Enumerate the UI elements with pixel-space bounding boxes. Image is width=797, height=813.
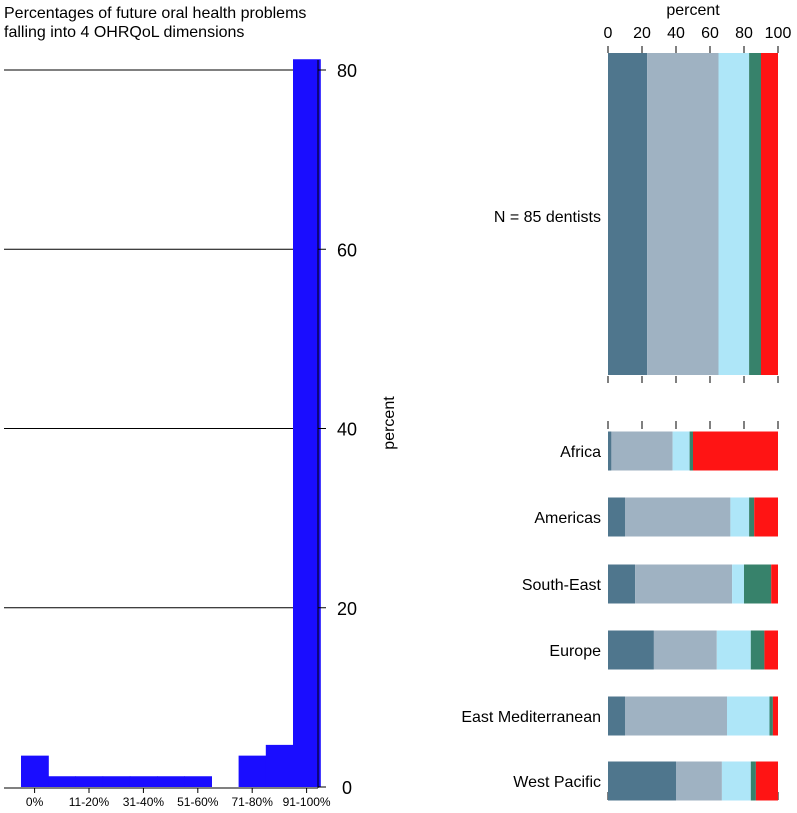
region-americas-segment-4	[749, 497, 755, 537]
stacked-x-axis-label: percent	[666, 2, 720, 19]
region-europe-segment-4	[750, 630, 765, 670]
stacked-x-tick-label-40: 40	[667, 25, 685, 42]
stacked-x-tick-label-20: 20	[633, 25, 651, 42]
overall-segment-1	[608, 53, 648, 375]
region-africa-segment-4	[689, 431, 693, 471]
region-east-mediterranean-segment-5	[772, 696, 778, 736]
histogram-gridlines	[4, 69, 318, 609]
region-east-mediterranean-segment-4	[769, 696, 773, 736]
region-label-europe: Europe	[549, 643, 601, 660]
histogram-y-tick-label-0: 0	[342, 778, 352, 798]
region-bars-panel: Africa Americas South-East Europe East Medit…	[461, 421, 779, 801]
region-west-pacific-segment-4	[750, 761, 756, 801]
region-west-pacific-segment-2	[676, 761, 722, 801]
region-africa-segment-2	[611, 431, 673, 471]
region-south-east-segment-5	[771, 564, 778, 604]
stacked-bar-panel: percent 0 20 40 60 80 100 N = 85 dentists Afr…	[461, 2, 791, 801]
histogram-bar-41-50%	[157, 776, 185, 787]
region-west-pacific-segment-5	[755, 761, 778, 801]
histogram-y-axis-label: percent	[381, 396, 398, 450]
region-south-east-segment-4	[744, 564, 772, 604]
stacked-x-tick-label-60: 60	[701, 25, 719, 42]
histogram-bar-91-100%	[293, 59, 321, 788]
histogram-y-tick-label-40: 40	[337, 420, 357, 440]
histogram-x-tick-label-0%: 0%	[26, 795, 44, 809]
histogram-bar-71-80%	[238, 755, 267, 787]
histogram-bar-11-20%	[75, 776, 104, 787]
histogram-panel: Percentages of future oral health proble…	[4, 5, 398, 809]
histogram-x-tick-label-91-100%: 91-100%	[283, 795, 331, 809]
region-label-americas: Americas	[534, 510, 601, 527]
region-africa-segment-1	[608, 431, 612, 471]
region-south-east-segment-3	[732, 564, 744, 604]
region-label-south-east: South-East	[522, 577, 602, 594]
region-west-pacific-segment-3	[721, 761, 751, 801]
stacked-x-ticks: 0 20 40 60 80 100	[604, 25, 792, 42]
region-south-east-segment-2	[635, 564, 733, 604]
region-africa-segment-5	[693, 431, 778, 471]
histogram-y-tick-label-80: 80	[337, 61, 357, 81]
overall-segment-2	[647, 53, 719, 375]
histogram-bar-81-90%	[265, 744, 294, 787]
overall-segment-5	[761, 53, 778, 375]
region-africa-segment-3	[672, 431, 690, 471]
histogram-y-tick-label-20: 20	[337, 599, 357, 619]
histogram-x-tick-label-11-20%: 11-20%	[69, 795, 110, 809]
region-americas-segment-5	[754, 497, 778, 537]
region-americas-segment-2	[625, 497, 731, 537]
histogram-y-tick-label-60: 60	[337, 240, 357, 260]
region-label-east-mediterranean: East Mediterranean	[461, 709, 601, 726]
histogram-y-axis: 0 20 40 60 80	[317, 60, 357, 798]
histogram-bar-0%	[21, 755, 49, 787]
histogram-bar-51-60%	[184, 776, 212, 787]
region-americas-segment-3	[730, 497, 750, 537]
stacked-x-tick-label-80: 80	[735, 25, 753, 42]
region-americas-segment-1	[608, 497, 625, 537]
region-europe-segment-5	[764, 630, 778, 670]
histogram-bar-21-30%	[102, 776, 131, 787]
overall-segment-4	[749, 53, 761, 375]
overall-segment-3	[718, 53, 750, 375]
region-europe-segment-3	[716, 630, 751, 670]
region-east-mediterranean-segment-2	[625, 696, 727, 736]
histogram-bar-31-40%	[129, 776, 158, 787]
overall-bar-label: N = 85 dentists	[494, 209, 601, 226]
region-europe-segment-2	[653, 630, 717, 670]
region-west-pacific-segment-1	[608, 761, 676, 801]
stacked-x-tick-label-100: 100	[765, 25, 792, 42]
region-label-africa: Africa	[560, 444, 601, 461]
histogram-x-tick-label-31-40%: 31-40%	[123, 795, 165, 809]
histogram-bar-1-10%	[48, 776, 76, 787]
stacked-x-tick-label-0: 0	[604, 25, 613, 42]
histogram-x-tick-label-51-60%: 51-60%	[177, 795, 219, 809]
region-east-mediterranean-segment-3	[727, 696, 770, 736]
region-label-west-pacific: West Pacific	[513, 774, 601, 791]
region-europe-segment-1	[608, 630, 654, 670]
histogram-bars	[21, 59, 321, 788]
histogram-title-line-1: Percentages of future oral health proble…	[4, 5, 306, 22]
overall-bar-panel	[607, 46, 779, 383]
histogram-x-tick-label-71-80%: 71-80%	[232, 795, 274, 809]
region-south-east-segment-1	[608, 564, 636, 604]
histogram-title-line-2: falling into 4 OHRQoL dimensions	[4, 24, 244, 41]
region-east-mediterranean-segment-1	[608, 696, 625, 736]
histogram-x-tick-labels: 0% 11-20% 31-40% 51-60% 71-80% 91-100%	[4, 787, 331, 809]
